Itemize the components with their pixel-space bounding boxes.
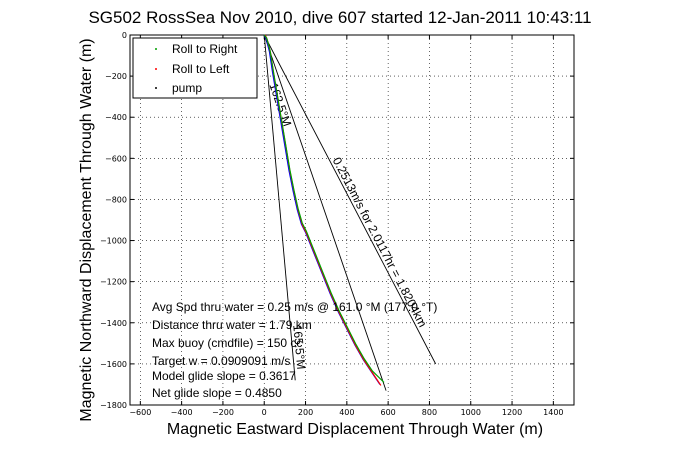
- x-tick-label: 1000: [461, 408, 481, 417]
- y-tick-label: −400: [105, 113, 127, 122]
- annotation-net-glide-slope: Net glide slope = 0.4850: [152, 386, 282, 400]
- y-tick-label: −1800: [100, 401, 127, 410]
- x-tick-label: 600: [380, 408, 395, 417]
- y-tick-label: −1200: [100, 278, 127, 287]
- annotation-target-w: Target w = 0.0909091 m/s: [152, 354, 290, 368]
- gridlines: [130, 34, 574, 406]
- y-tick-label: −1600: [100, 360, 127, 369]
- y-tick-label: 0: [122, 31, 127, 40]
- y-tick-label: −800: [105, 195, 127, 204]
- x-tick-label: −600: [129, 408, 151, 417]
- legend-label-roll-left: Roll to Left: [172, 62, 230, 76]
- x-tick-label: −200: [212, 408, 234, 417]
- legend-marker-roll-left: [155, 68, 157, 70]
- chart-title: SG502 RossSea Nov 2010, dive 607 started…: [88, 8, 591, 27]
- reference-line: [263, 34, 437, 365]
- y-axis-ticks: 0 −200 −400 −600 −800 −1000 −1200 −1400 −1600 −18…: [100, 31, 574, 410]
- x-axis-ticks: −600 −400 −200 0 200 400 600 800 1000 1200 1400: [129, 35, 564, 417]
- y-tick-label: −200: [105, 72, 127, 81]
- y-tick-label: −1000: [100, 237, 127, 246]
- plot-frame: [129, 34, 575, 406]
- annotation-distance: Distance thru water = 1.79 km: [152, 318, 312, 332]
- x-tick-label: 200: [298, 408, 313, 417]
- x-tick-label: 1200: [502, 408, 522, 417]
- x-axis-label: Magnetic Eastward Displacement Through W…: [167, 421, 543, 438]
- legend-label-roll-right: Roll to Right: [172, 42, 238, 56]
- annotations: Avg Spd thru water = 0.25 m/s @ 161.0 °M…: [152, 300, 437, 400]
- x-tick-label: 800: [422, 408, 437, 417]
- y-tick-label: −600: [105, 154, 127, 163]
- annotation-max-buoy: Max buoy (cmdfile) = 150 cc: [152, 336, 302, 350]
- legend-marker-pump: [155, 87, 157, 89]
- annotation-model-glide-slope: Model glide slope = 0.3617: [152, 369, 296, 383]
- legend-box: [132, 37, 258, 99]
- annotation-avg-speed: Avg Spd thru water = 0.25 m/s @ 161.0 °M…: [152, 300, 437, 314]
- reference-line: [263, 34, 296, 381]
- x-tick-label: 0: [262, 408, 267, 417]
- series-line: [263, 34, 385, 383]
- x-tick-label: 1400: [543, 408, 563, 417]
- reference-line-label: 165.5°M: [290, 324, 308, 370]
- legend-label-pump: pump: [172, 81, 202, 95]
- x-tick-label: −400: [171, 408, 193, 417]
- reference-line: [263, 34, 387, 391]
- legend: Roll to Right Roll to Left pump: [132, 37, 258, 99]
- data-series: [263, 34, 385, 386]
- legend-marker-roll-right: [155, 48, 157, 50]
- x-tick-label: 400: [339, 408, 354, 417]
- y-axis-label: Magnetic Northward Displacement Through …: [78, 38, 95, 421]
- y-tick-label: −1400: [100, 319, 127, 328]
